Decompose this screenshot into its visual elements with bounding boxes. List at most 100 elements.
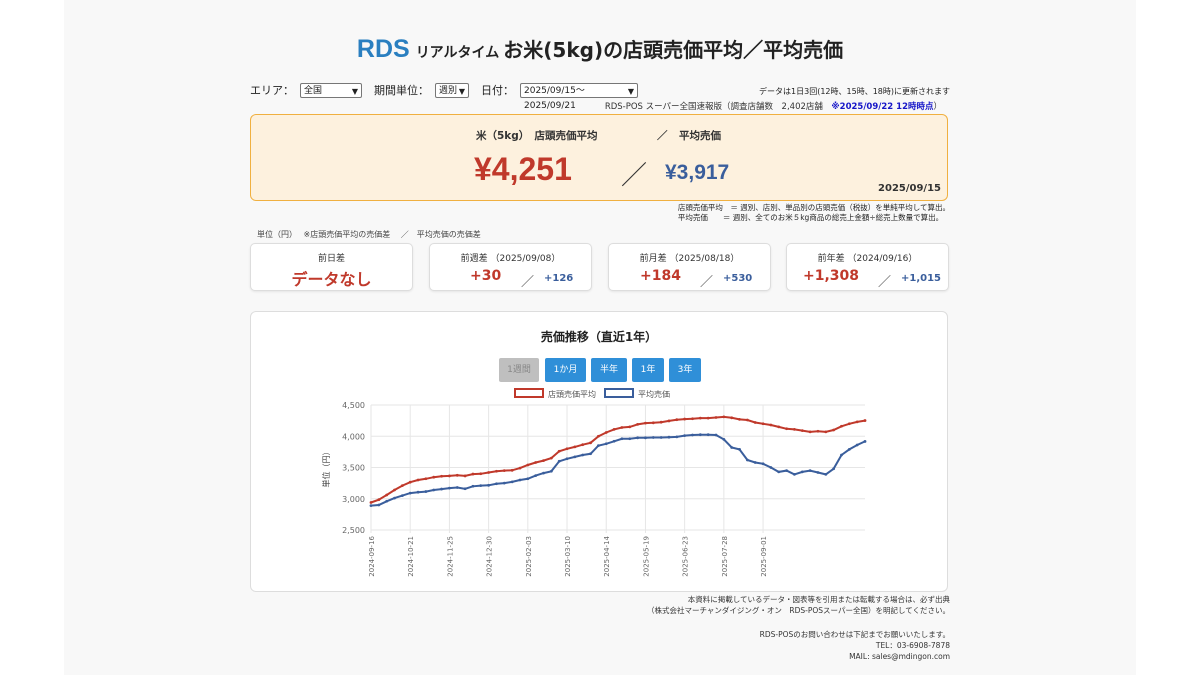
- data-point: [589, 441, 592, 445]
- data-point: [448, 474, 451, 478]
- data-point: [573, 455, 577, 459]
- data-point: [393, 488, 396, 492]
- data-point: [455, 486, 459, 489]
- data-point: [651, 436, 655, 439]
- data-point: [777, 425, 781, 429]
- update-note: データは1日3回(12時、15時、18時)に更新されます: [759, 87, 950, 96]
- data-point: [471, 472, 475, 476]
- range-button-1year[interactable]: 1年: [632, 358, 664, 382]
- note-avg-price: 平均売価 ＝ 週別、全てのお米５kg商品の総売上金額÷総売上数量で算出。: [677, 213, 944, 222]
- data-point: [753, 461, 757, 464]
- data-point: [581, 453, 585, 457]
- data-point: [581, 443, 585, 447]
- data-point: [565, 457, 569, 461]
- data-point: [455, 473, 459, 477]
- data-point: [479, 484, 483, 488]
- legend-label: 平均売価: [638, 389, 670, 399]
- data-point: [432, 488, 436, 492]
- data-point: [785, 427, 788, 431]
- filter-controls: エリア： 全国 ▼ 期間単位： 週別 ▼ 日付： 2025/09/15〜2025/0…: [250, 82, 650, 111]
- date-label: 日付：: [481, 84, 514, 97]
- data-point: [761, 422, 765, 426]
- data-point: [722, 415, 726, 419]
- data-point: [808, 469, 812, 473]
- legend-swatch: [514, 388, 544, 398]
- data-point: [840, 424, 843, 428]
- data-point: [510, 480, 514, 484]
- area-select[interactable]: 全国 ▼: [300, 82, 362, 98]
- definition-notes: 店頭売価平均 ＝ 週別、店別、単品別の店頭売価（税抜）を単純平均して算出。 平均…: [678, 203, 950, 223]
- x-tick-label: 2025-03-10: [564, 536, 572, 577]
- data-point: [753, 421, 757, 424]
- data-point: [573, 445, 577, 449]
- data-point: [683, 434, 687, 438]
- date-select[interactable]: 2025/09/15〜2025/09/21 ▼: [520, 82, 638, 111]
- data-point: [432, 475, 436, 479]
- y-axis-label: 単位（円）: [321, 448, 331, 488]
- data-point: [651, 421, 655, 425]
- chevron-down-icon: ▼: [458, 86, 465, 96]
- data-point: [526, 463, 530, 467]
- range-button-1month[interactable]: 1か月: [545, 358, 586, 382]
- x-tick-label: 2025-02-03: [525, 536, 533, 577]
- series-line-avg-price: [370, 433, 866, 507]
- data-point: [408, 491, 412, 495]
- diff-card-day: 前日差 データなし: [250, 243, 413, 291]
- data-point: [691, 417, 694, 421]
- data-point: [518, 466, 522, 470]
- chevron-down-icon: ▼: [351, 86, 358, 96]
- data-point: [377, 498, 381, 502]
- data-point: [840, 453, 843, 457]
- data-point: [448, 486, 451, 490]
- range-button-6months[interactable]: 半年: [591, 358, 627, 382]
- data-point: [479, 472, 483, 476]
- data-point: [675, 435, 679, 439]
- data-point: [463, 474, 467, 478]
- card-slash: ／: [521, 275, 535, 290]
- x-tick-label: 2024-10-21: [407, 536, 415, 577]
- x-tick-label: 2025-07-28: [721, 536, 729, 577]
- data-point: [777, 470, 781, 474]
- data-point: [502, 469, 506, 473]
- data-point: [793, 472, 796, 476]
- range-button-3years[interactable]: 3年: [669, 358, 701, 382]
- card-title: 前日差: [317, 254, 345, 264]
- hero-date: 2025/09/15: [878, 183, 941, 194]
- copyright-line-2: （株式会社マーチャンダイジング・オン RDS-POSスーパー全国）を明記してくだ…: [646, 606, 950, 615]
- card-avg-price-diff: +530: [723, 273, 753, 284]
- data-point: [644, 421, 647, 425]
- data-point: [424, 490, 428, 493]
- range-button-1week[interactable]: 1週間: [499, 358, 539, 382]
- data-point: [745, 458, 749, 462]
- chevron-down-icon: ▼: [627, 86, 634, 96]
- data-point: [659, 420, 663, 424]
- data-point: [698, 416, 702, 420]
- data-point: [832, 467, 836, 471]
- page-background: RDS リアルタイム お米(5kg)の店頭売価平均／平均売価 エリア： 全国 ▼ 期間…: [64, 0, 1136, 675]
- card-store-avg-diff: +30: [470, 268, 502, 284]
- data-point: [596, 444, 600, 448]
- data-point: [534, 474, 538, 478]
- period-label: 期間単位：: [374, 84, 429, 97]
- data-point: [542, 459, 545, 463]
- data-point: [495, 469, 498, 473]
- period-select[interactable]: 週別 ▼: [435, 82, 469, 98]
- data-point: [706, 416, 710, 420]
- data-point: [534, 461, 538, 464]
- card-title: 前週差 （2025/09/08）: [460, 254, 561, 264]
- series-line-store-avg: [370, 415, 866, 504]
- store-avg-price: ¥4,251: [474, 151, 572, 187]
- data-point: [510, 468, 514, 472]
- brand-logo: RDS: [356, 35, 410, 63]
- x-tick-label: 2024-09-16: [368, 535, 376, 576]
- data-point: [636, 422, 640, 426]
- y-tick-label: 2,500: [342, 526, 365, 535]
- data-point: [612, 439, 616, 443]
- legend-label: 店頭売価平均: [548, 389, 596, 399]
- diff-card-year: 前年差 （2024/09/16） +1,308 ／ +1,015: [786, 243, 949, 291]
- copyright-line-1: 本資料に掲載しているデータ・図表等を引用または転載する場合は、必ず出典: [687, 595, 950, 604]
- data-point: [620, 437, 624, 441]
- data-point: [769, 423, 773, 427]
- data-point: [824, 472, 828, 476]
- data-point: [518, 478, 522, 482]
